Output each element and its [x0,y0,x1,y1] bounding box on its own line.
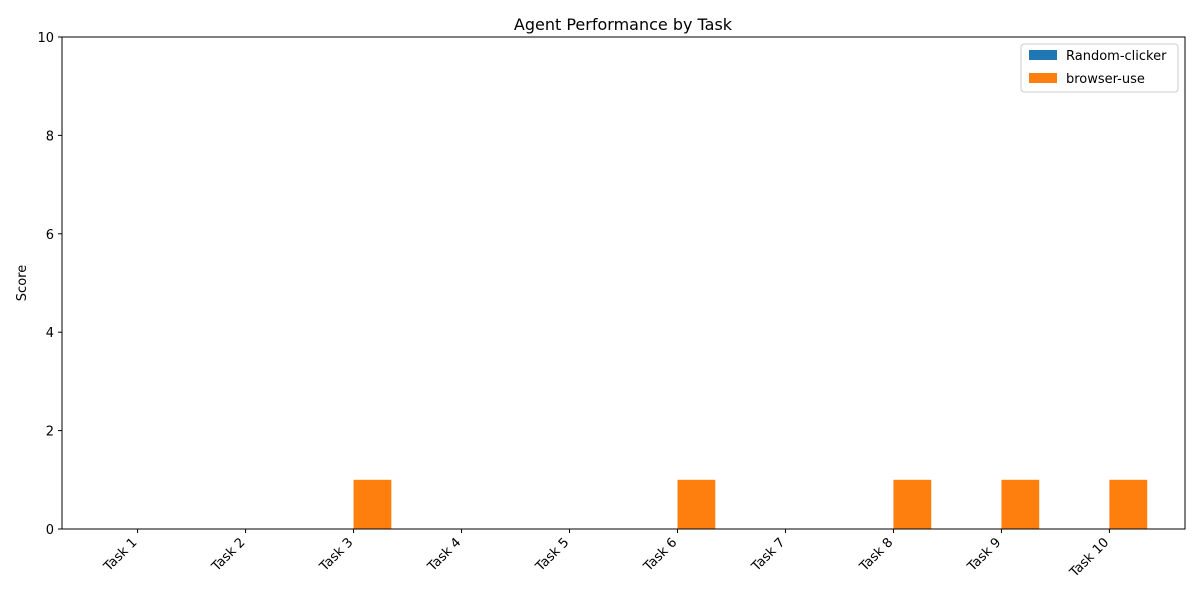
legend-swatch-random-clicker [1029,50,1057,60]
bar-browser-use-task-10 [1109,479,1148,529]
y-tick-label: 10 [37,31,54,46]
bar-browser-use-task-6 [677,479,716,529]
y-tick-label: 4 [46,326,54,341]
x-tick-label: Task 3 [316,535,356,575]
bars-group [353,479,1148,529]
y-tick-label: 6 [46,228,54,243]
x-axis: Task 1 Task 2 Task 3 Task 4 Task 5 Task 6 Task… [100,529,1112,581]
y-tick-label: 8 [46,129,54,144]
legend-label-random-clicker: Random-clicker [1066,49,1167,64]
bar-browser-use-task-8 [893,479,932,529]
y-axis: 0 2 4 6 8 10 [37,31,62,538]
plot-frame [61,36,1186,530]
bar-browser-use-task-9 [1001,479,1040,529]
chart-title: Agent Performance by Task [514,15,733,34]
x-tick-label: Task 6 [640,535,680,575]
x-tick-label: Task 8 [856,535,896,575]
legend-label-browser-use: browser-use [1066,72,1145,87]
x-tick-label: Task 10 [1066,535,1112,581]
y-tick-label: 0 [46,523,54,538]
x-tick-label: Task 4 [424,535,464,575]
x-tick-label: Task 2 [208,535,248,575]
x-tick-label: Task 9 [964,535,1004,575]
x-tick-label: Task 5 [532,535,572,575]
y-tick-label: 2 [46,425,54,440]
legend-frame [1020,43,1179,93]
x-tick-label: Task 1 [100,535,140,575]
bar-browser-use-task-3 [353,479,392,529]
x-tick-label: Task 7 [748,535,788,575]
y-axis-label: Score [15,265,30,301]
legend-swatch-browser-use [1029,73,1057,83]
legend: Random-clicker browser-use [1020,43,1179,93]
